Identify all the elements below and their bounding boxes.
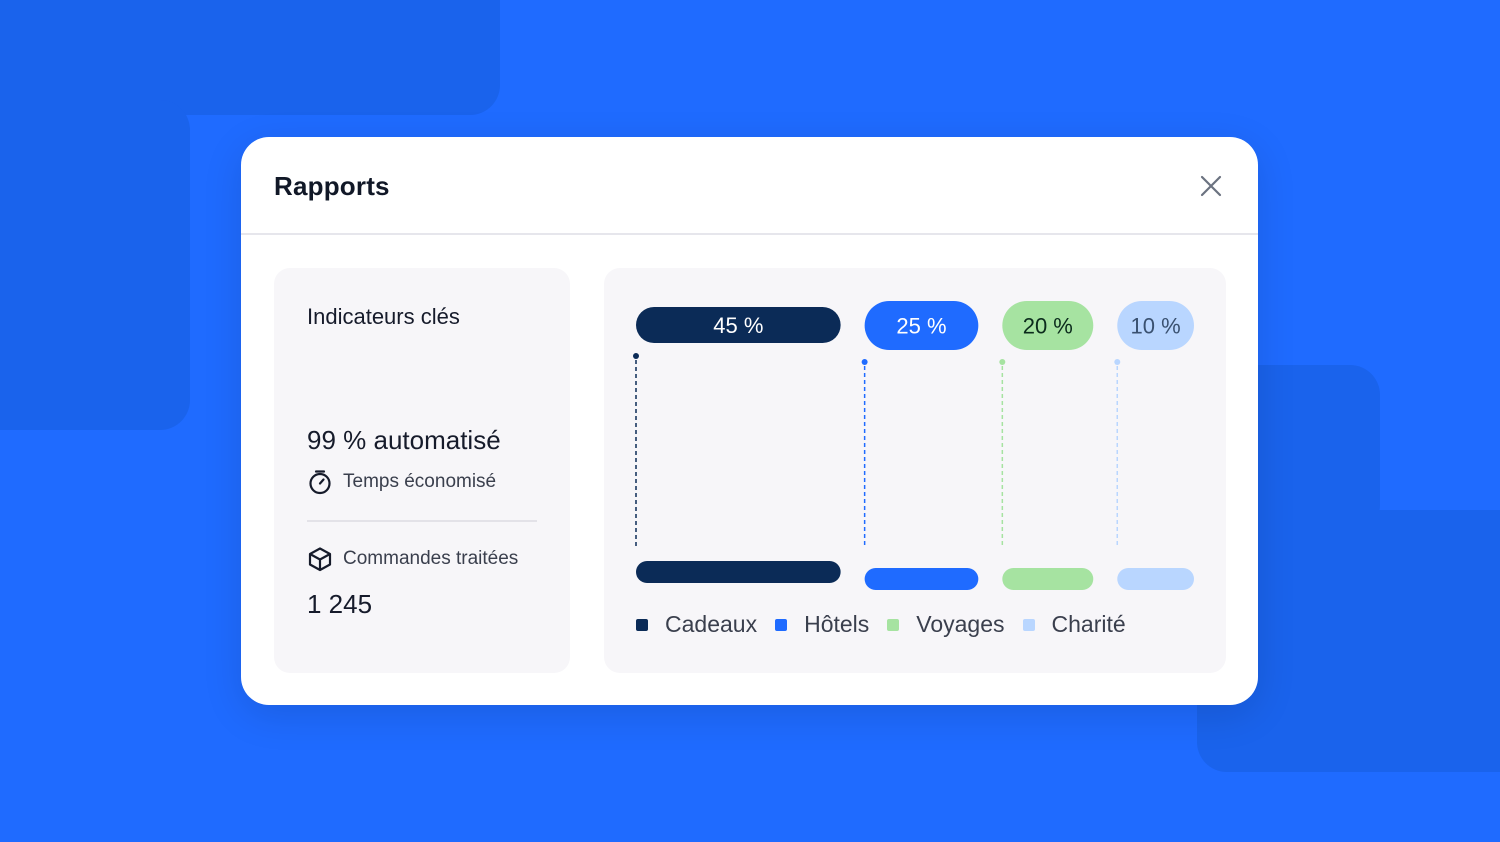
connector-dot-0 <box>633 353 639 359</box>
chart-legend: Cadeaux Hôtels Voyages Charité <box>636 611 1144 638</box>
legend-swatch-2 <box>887 618 900 631</box>
value-pill-1 <box>864 301 979 350</box>
background-shape-left <box>0 100 190 430</box>
bar-1 <box>864 568 979 590</box>
modal-title: Rapports <box>274 171 390 201</box>
legend-swatch-1 <box>775 618 788 631</box>
legend-item-1: Hôtels <box>775 611 869 638</box>
automation-value: 99 % automatisé <box>307 425 501 455</box>
legend-swatch-3 <box>1022 618 1035 631</box>
chart-card: 45 % 25 % 20 % 10 % Cadeaux Hôtels Voyages Cha… <box>604 268 1226 673</box>
close-icon <box>1200 175 1222 197</box>
orders-count: 1 245 <box>307 589 373 619</box>
kpi-card: Indicateurs clés 99 % automatisé Temps é… <box>274 268 570 673</box>
kpi-title: Indicateurs clés <box>307 304 460 329</box>
close-button[interactable] <box>1198 173 1224 199</box>
connector-dot-2 <box>999 359 1006 365</box>
modal-header: Rapports <box>241 137 1258 235</box>
legend-item-2: Voyages <box>887 611 1005 638</box>
time-saved-row: Temps économisé <box>307 469 496 495</box>
value-label-3: 10 % <box>1131 314 1181 339</box>
legend-label-3: Charité <box>1051 611 1126 637</box>
orders-row: Commandes traitées <box>307 546 518 572</box>
time-saved-label: Temps économisé <box>343 471 497 492</box>
legend-label-0: Cadeaux <box>665 611 758 637</box>
bar-3 <box>1117 568 1194 590</box>
connector-dot-1 <box>861 359 868 365</box>
value-pill-3 <box>1117 301 1194 350</box>
value-pill-0 <box>636 307 841 343</box>
connector-dot-3 <box>1114 359 1121 365</box>
value-label-0: 45 % <box>713 313 763 338</box>
box-icon <box>308 547 332 572</box>
value-label-1: 25 % <box>896 314 946 339</box>
kpi-divider <box>307 520 537 522</box>
legend-label-1: Hôtels <box>804 611 870 637</box>
stopwatch-icon <box>309 470 331 495</box>
distribution-chart: 45 % 25 % 20 % 10 % <box>633 301 1194 590</box>
value-label-2: 20 % <box>1023 314 1073 339</box>
background-shape-top-left <box>0 0 500 115</box>
legend-swatch-0 <box>636 618 648 631</box>
orders-label: Commandes traitées <box>343 548 519 569</box>
legend-item-0: Cadeaux <box>636 611 757 638</box>
value-pill-2 <box>1002 301 1094 350</box>
bar-2 <box>1002 568 1094 590</box>
legend-item-3: Charité <box>1022 611 1126 638</box>
legend-label-2: Voyages <box>916 611 1005 637</box>
bar-0 <box>636 561 841 583</box>
reports-modal: Rapports Indicateurs clés 99 % automatis… <box>241 137 1258 705</box>
